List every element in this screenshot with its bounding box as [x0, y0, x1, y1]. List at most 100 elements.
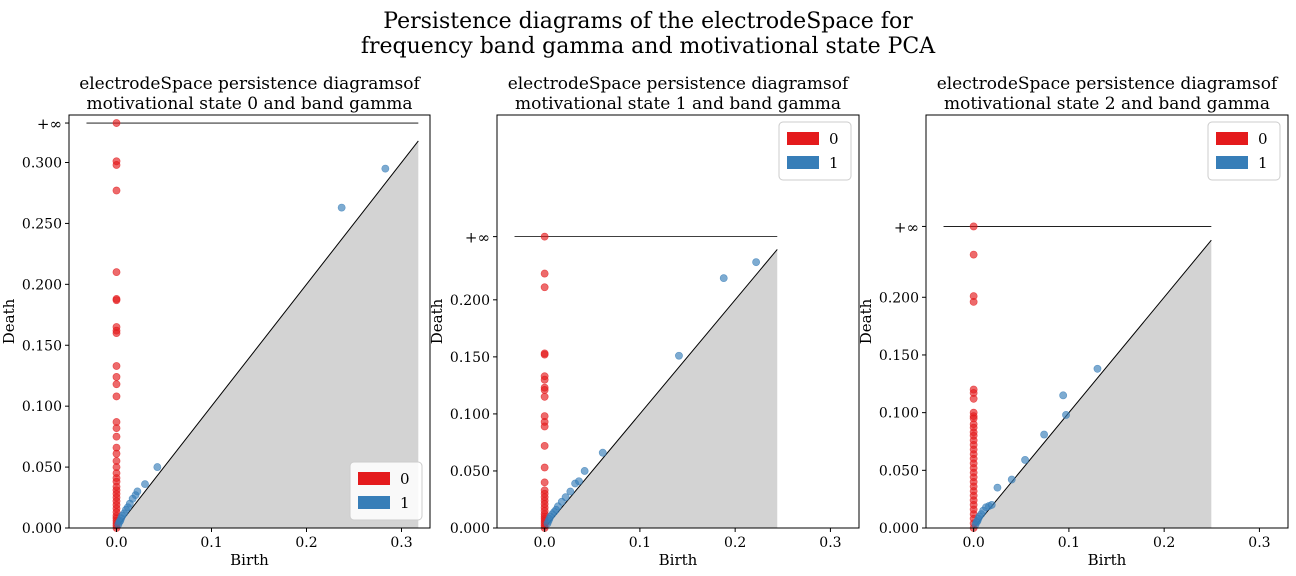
x-tick-label: 0.1 [1058, 535, 1080, 551]
legend-swatch-1 [358, 496, 390, 509]
y-tick-label: 0.050 [22, 460, 62, 476]
point-h1 [1093, 364, 1102, 373]
point-h1 [153, 463, 162, 471]
infinity-tick-label: +∞ [465, 229, 490, 247]
point-h1 [752, 258, 761, 267]
legend-box [1207, 121, 1281, 181]
point-h1 [571, 479, 580, 488]
diagonal-line [116, 140, 419, 529]
point-h1 [337, 203, 346, 212]
panel-title-line-1: electrodeSpace persistence diagramsof [79, 74, 421, 94]
point-h1 [719, 274, 728, 283]
y-tick-label: 0.100 [22, 399, 62, 415]
legend-label-0: 0 [400, 470, 410, 488]
legend-swatch-0 [1216, 132, 1248, 145]
y-tick-label: 0.300 [22, 156, 62, 172]
y-tick-label: 0.050 [879, 463, 919, 479]
x-axis-label: Birth [659, 551, 698, 569]
point-h0 [112, 119, 121, 127]
diagram-panel-2: 0.0 0.1 0.2 0.3 0.000 0.050 0.100 0.150 0.200 +∞ B… [857, 74, 1289, 569]
point-h0 [540, 441, 549, 450]
y-tick-label: 0.150 [450, 350, 490, 366]
point-h0 [112, 268, 121, 277]
point-h0 [112, 449, 121, 458]
point-h0 [112, 380, 121, 389]
y-tick-label: 0.200 [450, 293, 490, 309]
y-tick-label: 0.000 [879, 521, 919, 537]
legend-label-0: 0 [1258, 130, 1268, 148]
x-axis-label: Birth [230, 551, 269, 569]
panel-title-line-2: motivational state 2 and band gamma [944, 94, 1270, 114]
axes-frame [925, 114, 1289, 529]
x-tick-label: 0.2 [295, 535, 317, 551]
x-tick-label: 0.1 [200, 535, 222, 551]
panels: 0.0 0.1 0.2 0.30.0000.0500.1000.1500.2000.2… [0, 74, 1289, 569]
legend-label-1: 1 [400, 494, 410, 512]
legend: 01 [1207, 121, 1281, 181]
panel-title-line-1: electrodeSpace persistence diagramsof [508, 74, 850, 94]
x-tick-label: 0.1 [629, 535, 651, 551]
y-tick-label: 0.200 [879, 290, 919, 306]
point-h1 [971, 520, 980, 529]
infinity-tick-label: +∞ [37, 115, 62, 133]
point-h0 [969, 297, 978, 306]
point-h1 [1062, 411, 1070, 419]
diagram-panel-1: 0.0 0.1 0.2 0.3 0.000 0.050 0.100 0.150 0.200 +∞ B… [428, 74, 860, 569]
point-h1 [566, 487, 575, 496]
y-tick-label: 0.100 [879, 406, 919, 422]
point-h1 [1059, 391, 1068, 400]
legend-box [778, 121, 852, 181]
panel-title-line-1: electrodeSpace persistence diagramsof [937, 74, 1279, 94]
point-h1 [381, 164, 390, 173]
point-h0 [540, 375, 549, 384]
point-h0 [540, 386, 549, 394]
legend-swatch-0 [787, 132, 819, 145]
point-h0 [112, 424, 121, 433]
y-tick-label: 0.000 [22, 521, 62, 537]
diagonal-line [544, 249, 778, 529]
y-tick-label: 0.200 [22, 277, 62, 293]
point-h1 [114, 520, 123, 529]
point-h1 [993, 483, 1002, 492]
x-tick-label: 0.3 [1248, 535, 1270, 551]
point-h0 [969, 222, 978, 231]
y-axis-label: Death [0, 298, 18, 344]
point-h0 [112, 362, 121, 370]
point-h0 [540, 392, 549, 401]
y-tick-label: 0.150 [22, 338, 62, 354]
x-tick-label: 0.2 [724, 535, 746, 551]
point-h0 [112, 161, 121, 169]
point-h0 [540, 422, 549, 431]
x-tick-label: 0.2 [1153, 535, 1175, 551]
figure-title-line-1: Persistence diagrams of the electrodeSpa… [383, 9, 913, 34]
legend-box [349, 461, 423, 521]
y-axis-label: Death [857, 298, 875, 344]
y-tick-label: 0.050 [450, 464, 490, 480]
point-h1 [1040, 430, 1049, 439]
y-tick-label: 0.250 [22, 216, 62, 232]
point-h0 [969, 250, 978, 259]
legend-label-0: 0 [829, 130, 839, 148]
y-tick-label: 0.150 [879, 348, 919, 364]
legend-label-1: 1 [1258, 154, 1268, 172]
point-h0 [540, 283, 549, 292]
legend: 01 [778, 121, 852, 181]
axes-frame [68, 114, 431, 529]
x-tick-label: 0.0 [533, 535, 555, 551]
point-h1 [543, 519, 552, 528]
legend-label-1: 1 [829, 154, 839, 172]
infinity-tick-label: +∞ [894, 218, 919, 236]
axes-frame [496, 114, 860, 529]
x-axis-label: Birth [1088, 551, 1127, 569]
y-tick-label: 0.100 [450, 407, 490, 423]
point-h1 [141, 480, 149, 489]
point-h0 [540, 463, 549, 472]
point-h0 [540, 350, 549, 359]
point-h1 [675, 351, 683, 360]
point-h0 [112, 186, 121, 195]
point-h0 [540, 232, 549, 241]
point-h0 [112, 432, 121, 441]
x-tick-label: 0.3 [390, 535, 412, 551]
x-tick-label: 0.0 [105, 535, 127, 551]
